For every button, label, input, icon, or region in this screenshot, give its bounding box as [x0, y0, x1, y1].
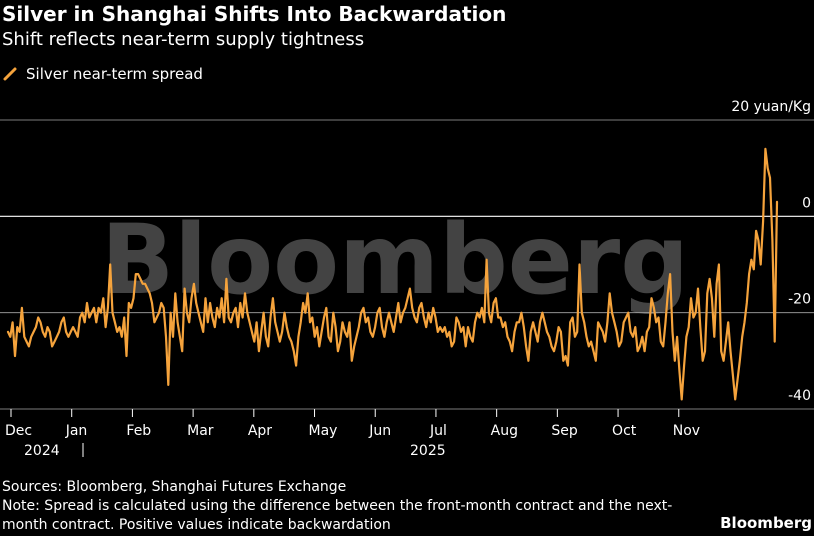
sources-note: Sources: Bloomberg, Shanghai Futures Exc… — [2, 479, 347, 495]
y-tick-label-3: -40 — [788, 388, 811, 404]
x-tick-label-0: Dec — [5, 423, 32, 439]
x-tick-label-2: Feb — [126, 423, 151, 439]
year-label-0: 2024 — [24, 443, 60, 459]
line-chart: Bloomberg 20 yuan/Kg 0 -20 -40 Dec Jan Feb Mar Ap… — [0, 99, 814, 459]
y-tick-label-2: -20 — [788, 292, 811, 308]
chart-title: Silver in Shanghai Shifts Into Backwarda… — [2, 2, 507, 26]
x-tick-label-10: Oct — [612, 423, 637, 439]
x-tick-label-5: May — [309, 423, 338, 439]
x-tick-label-4: Apr — [248, 423, 272, 439]
x-tick-label-3: Mar — [187, 423, 214, 439]
year-label-1: 2025 — [410, 443, 446, 459]
x-tick-label-1: Jan — [65, 423, 88, 439]
y-tick-label-0: 20 yuan/Kg — [731, 99, 811, 115]
series-line-silver-spread — [6, 147, 779, 401]
x-tick-label-7: Jul — [429, 423, 447, 439]
x-tick-label-8: Aug — [491, 423, 518, 439]
watermark: Bloomberg — [101, 204, 689, 316]
legend-entry: Silver near-term spread — [26, 65, 203, 83]
footer: Sources: Bloomberg, Shanghai Futures Exc… — [2, 478, 702, 535]
chart-subtitle: Shift reflects near-term supply tightnes… — [2, 29, 365, 50]
legend-swatch-icon — [3, 67, 17, 81]
bloomberg-logo: Bloomberg — [720, 514, 812, 532]
methodology-note: Note: Spread is calculated using the dif… — [2, 498, 673, 533]
y-tick-label-1: 0 — [802, 195, 811, 211]
x-tick-label-6: Jun — [368, 423, 391, 439]
legend: Silver near-term spread — [2, 65, 203, 83]
x-tick-label-9: Sep — [551, 423, 578, 439]
x-tick-label-11: Nov — [673, 423, 700, 439]
